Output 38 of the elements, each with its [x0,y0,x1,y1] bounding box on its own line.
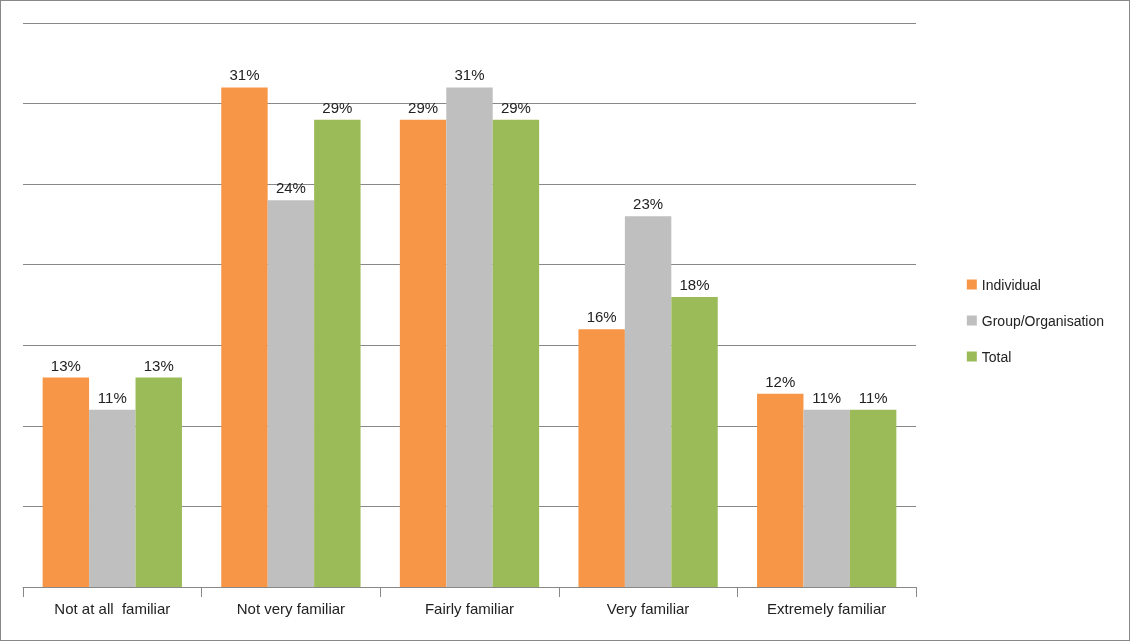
bar [803,409,850,587]
legend-label: Individual [981,276,1041,293]
data-label: 23% [633,195,664,213]
data-label: 16% [586,308,617,326]
bar [42,377,90,587]
data-label: 11% [97,388,127,406]
data-label: 29% [322,98,353,116]
data-label: 18% [679,275,710,293]
data-label: 12% [765,372,796,390]
bar [492,119,540,587]
bar [671,296,718,587]
bar [267,200,315,587]
bar [757,393,804,587]
bar [221,87,268,587]
bar [89,409,136,587]
x-tick-label: Extremely familiar [767,600,887,617]
x-tick-label: Fairly familiar [424,600,515,617]
data-label: 29% [408,98,439,116]
legend-label: Total [981,348,1012,365]
x-tick-label: Not very familiar [236,600,346,617]
bar [399,119,447,587]
data-label: 11% [858,388,888,406]
data-label: 31% [454,66,485,84]
data-label: 13% [50,356,81,374]
bar [849,409,897,587]
legend-label: Group/Organisation [981,312,1105,329]
data-label: 31% [229,66,260,84]
bar [446,87,493,587]
bar [135,377,182,587]
bar [314,119,361,587]
data-label: 11% [812,388,842,406]
x-tick-label: Very familiar [606,600,690,617]
x-tick-label: Not at all familiar [54,600,171,617]
bar [624,216,672,587]
data-label: 29% [500,98,531,116]
data-label: 24% [275,179,306,197]
data-label: 13% [143,356,174,374]
bar [578,329,625,587]
